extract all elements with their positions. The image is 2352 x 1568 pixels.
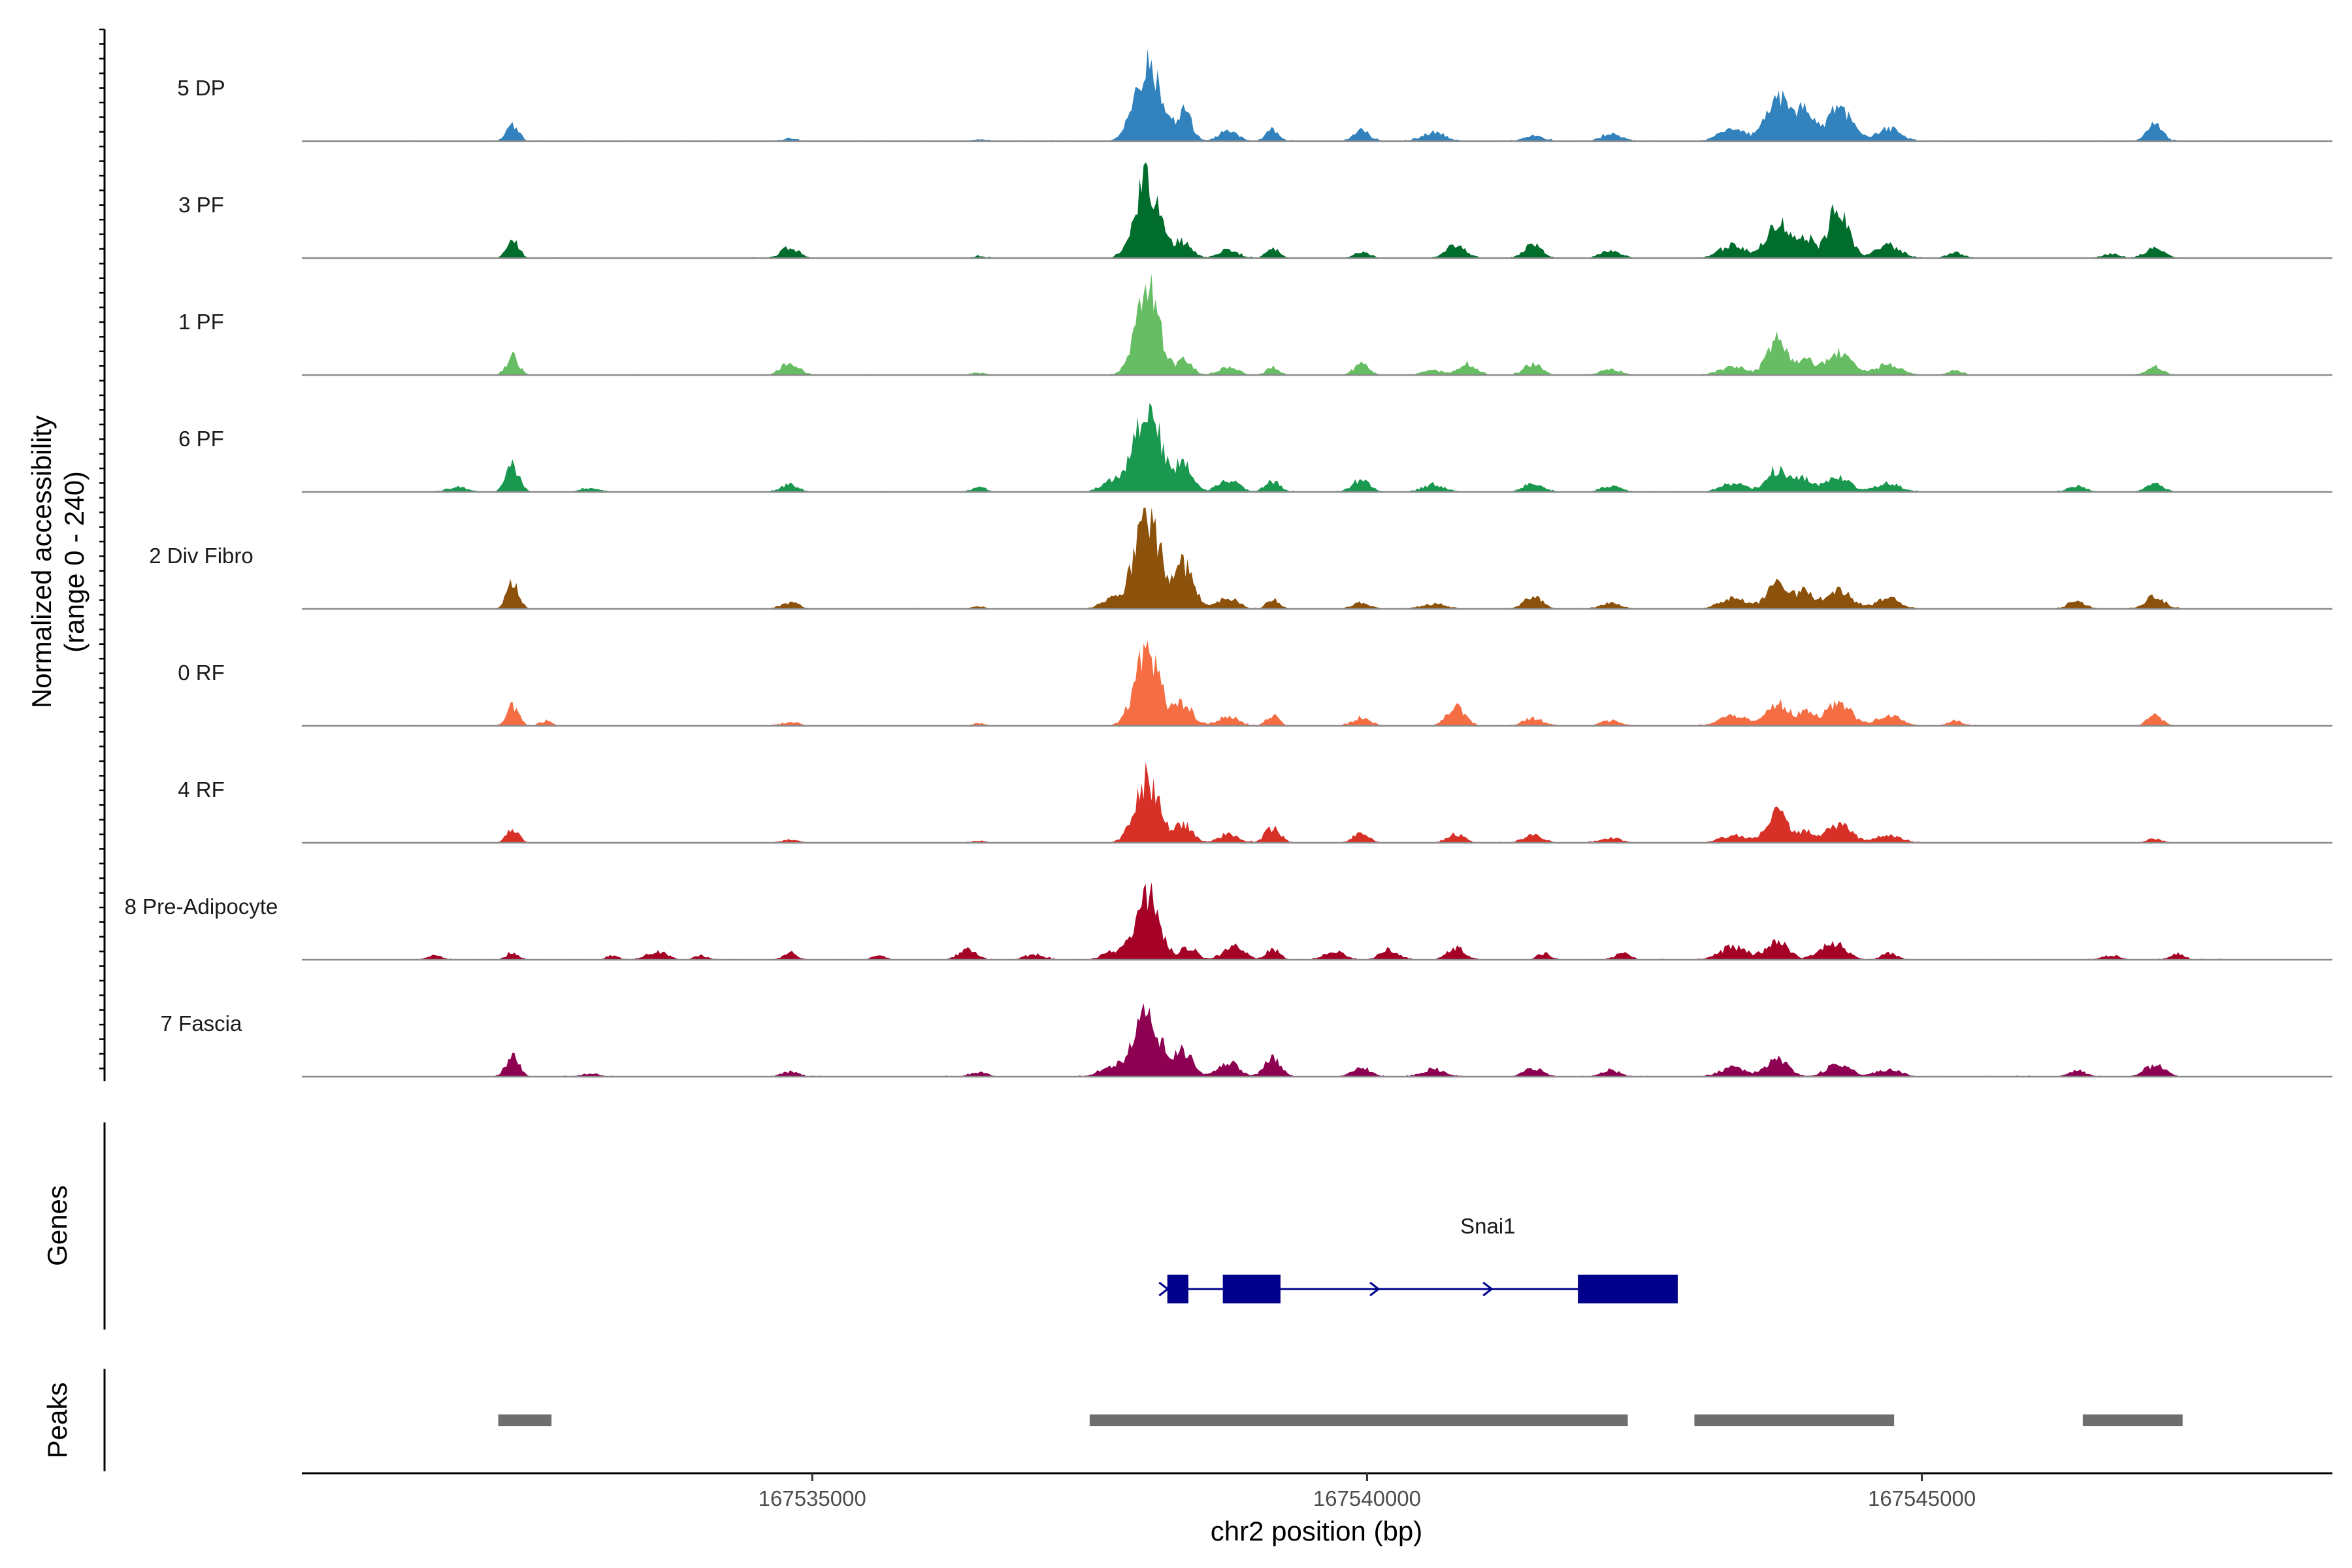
strand-arrow: [1482, 1281, 1494, 1297]
peaks-track-label: Peaks: [42, 1382, 73, 1459]
coverage-area-6-pf: [390, 402, 2233, 492]
coverage-tracks: 5 DP 3 PF 1 PF 6 PF 2 Div Fibro 0 RF 4 RF 8 Pre…: [125, 48, 2332, 1078]
track-label-1-pf: 1 PF: [178, 310, 224, 334]
gene-name-label: Snai1: [1460, 1214, 1515, 1238]
gene-model: [1158, 1275, 1678, 1303]
peak-region: [2082, 1414, 2183, 1426]
track-label-2-div-fibro: 2 Div Fibro: [149, 544, 253, 568]
gene-exon: [1222, 1275, 1281, 1303]
track-label-8-pre-adipocyte: 8 Pre-Adipocyte: [125, 894, 278, 919]
x-axis-title: chr2 position (bp): [1211, 1516, 1423, 1546]
coverage-area-2-div-fibro: [390, 508, 2233, 609]
x-tick-label: 167540000: [1313, 1486, 1421, 1511]
coverage-area-5-dp: [390, 48, 2233, 142]
strand-arrow: [1369, 1281, 1380, 1297]
genes-track-label: Genes: [42, 1185, 73, 1266]
track-label-3-pf: 3 PF: [178, 193, 224, 217]
track-label-0-rf: 0 RF: [178, 661, 225, 685]
peak-regions: [498, 1414, 2183, 1426]
track-label-7-fascia: 7 Fascia: [161, 1011, 242, 1036]
peak-region: [498, 1414, 552, 1426]
track-label-5-dp: 5 DP: [177, 76, 225, 100]
y-axis-range-label: (range 0 - 240): [59, 471, 90, 653]
coverage-area-4-rf: [390, 762, 2233, 843]
peak-region: [1089, 1414, 1628, 1426]
x-tick-label: 167535000: [759, 1486, 866, 1511]
x-tick-label: 167545000: [1868, 1486, 1976, 1511]
gene-exon: [1578, 1275, 1678, 1303]
peak-region: [1694, 1414, 1895, 1426]
strand-arrow: [1158, 1281, 1169, 1297]
coverage-area-0-rf: [390, 640, 2233, 726]
track-label-6-pf: 6 PF: [178, 427, 224, 451]
coverage-area-8-pre-adipocyte: [390, 882, 2233, 960]
track-label-4-rf: 4 RF: [178, 777, 225, 802]
y-axis-title: Normalized accessibility: [26, 416, 57, 708]
gene-exon: [1167, 1275, 1188, 1303]
coverage-area-1-pf: [390, 274, 2233, 375]
coverage-area-3-pf: [390, 162, 2233, 258]
coverage-y-ticks: [99, 28, 105, 1070]
x-axis-ticks: 167535000 167540000 167545000: [759, 1473, 1976, 1511]
coverage-area-7-fascia: [390, 1003, 2233, 1077]
